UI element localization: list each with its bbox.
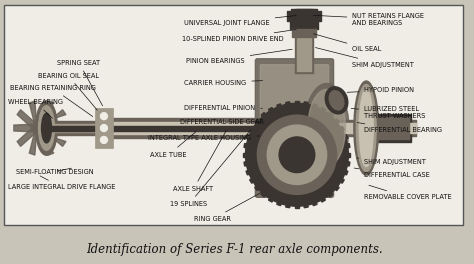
Ellipse shape: [359, 89, 373, 167]
Bar: [343, 170, 348, 175]
Bar: [295, 101, 299, 105]
Bar: [255, 119, 260, 124]
Bar: [244, 144, 248, 148]
Bar: [312, 201, 317, 206]
Circle shape: [100, 125, 108, 131]
Bar: [339, 126, 344, 132]
Text: DIFFERENTIAL BEARING: DIFFERENTIAL BEARING: [357, 122, 442, 133]
Bar: [250, 178, 255, 183]
Text: Identification of Series F-1 rear axle components.: Identification of Series F-1 rear axle c…: [86, 243, 383, 256]
Polygon shape: [29, 101, 36, 132]
Bar: [303, 102, 308, 106]
Ellipse shape: [325, 87, 348, 114]
Ellipse shape: [329, 91, 344, 110]
Polygon shape: [17, 124, 36, 146]
Bar: [277, 201, 282, 206]
Text: NUT RETAINS FLANGE
AND BEARINGS: NUT RETAINS FLANGE AND BEARINGS: [314, 13, 424, 26]
FancyBboxPatch shape: [260, 65, 328, 191]
Bar: [303, 203, 308, 208]
Bar: [4, 5, 463, 225]
Text: WHEEL BEARING: WHEEL BEARING: [8, 99, 63, 118]
Bar: [261, 191, 267, 197]
Bar: [246, 170, 251, 175]
Bar: [320, 197, 325, 202]
Bar: [261, 112, 267, 118]
Polygon shape: [29, 124, 36, 155]
Text: SHIM ADJUSTMENT: SHIM ADJUSTMENT: [357, 158, 426, 165]
Bar: [346, 161, 350, 166]
Text: BEARING RETAINING RING: BEARING RETAINING RING: [10, 86, 96, 116]
Bar: [346, 144, 350, 148]
Circle shape: [100, 113, 108, 120]
Bar: [277, 104, 282, 109]
Bar: [295, 204, 299, 208]
Circle shape: [246, 103, 348, 206]
Bar: [255, 185, 260, 191]
Text: HYPOID PINION: HYPOID PINION: [347, 87, 414, 93]
Text: AXLE TUBE: AXLE TUBE: [150, 132, 196, 158]
Text: DIFFERENTIAL PINION: DIFFERENTIAL PINION: [184, 105, 263, 111]
Text: LARGE INTEGRAL DRIVE FLANGE: LARGE INTEGRAL DRIVE FLANGE: [8, 176, 115, 190]
Circle shape: [279, 137, 315, 173]
Circle shape: [100, 136, 108, 143]
Ellipse shape: [36, 101, 57, 155]
Bar: [286, 203, 290, 208]
Ellipse shape: [42, 113, 52, 143]
Polygon shape: [36, 110, 66, 132]
Bar: [327, 191, 333, 197]
Text: SPRING SEAT: SPRING SEAT: [57, 60, 102, 106]
Circle shape: [267, 125, 327, 185]
Bar: [312, 104, 317, 109]
Ellipse shape: [308, 89, 346, 167]
Ellipse shape: [304, 83, 349, 173]
Ellipse shape: [354, 81, 379, 175]
Polygon shape: [17, 110, 36, 132]
Bar: [268, 197, 274, 202]
Text: SEMI-FLOATING DESIGN: SEMI-FLOATING DESIGN: [16, 168, 93, 175]
Text: UNIVERSAL JOINT FLANGE: UNIVERSAL JOINT FLANGE: [184, 16, 296, 26]
Ellipse shape: [356, 84, 376, 172]
Bar: [246, 135, 251, 140]
Text: LUBRIZED STEEL
THRUST WASHERS: LUBRIZED STEEL THRUST WASHERS: [351, 106, 426, 119]
Text: REMOVABLE COVER PLATE: REMOVABLE COVER PLATE: [364, 185, 452, 200]
Polygon shape: [14, 124, 36, 132]
Polygon shape: [36, 124, 69, 132]
Polygon shape: [36, 124, 66, 146]
Text: CARRIER HOUSING: CARRIER HOUSING: [184, 79, 263, 86]
Text: DIFFERENTIAL CASE: DIFFERENTIAL CASE: [354, 168, 430, 178]
Text: RING GEAR: RING GEAR: [194, 193, 261, 222]
Text: DIFFERENTIAL SIDE GEAR: DIFFERENTIAL SIDE GEAR: [180, 119, 264, 125]
Bar: [334, 119, 339, 124]
Bar: [286, 102, 290, 106]
Bar: [343, 135, 348, 140]
Polygon shape: [36, 124, 54, 155]
Bar: [320, 107, 325, 113]
Text: AXLE SHAFT: AXLE SHAFT: [173, 130, 226, 192]
Bar: [95, 108, 113, 148]
Text: 19 SPLINES: 19 SPLINES: [170, 130, 251, 207]
Bar: [244, 153, 247, 157]
Bar: [346, 153, 350, 157]
Bar: [244, 161, 248, 166]
Polygon shape: [36, 101, 54, 132]
Text: 10-SPLINED PINION DRIVE END: 10-SPLINED PINION DRIVE END: [182, 30, 296, 42]
Bar: [334, 185, 339, 191]
Bar: [327, 112, 333, 118]
Text: OIL SEAL: OIL SEAL: [313, 34, 382, 52]
Circle shape: [257, 115, 337, 194]
Bar: [250, 126, 255, 132]
Bar: [339, 178, 344, 183]
Text: SHIM ADJUSTMENT: SHIM ADJUSTMENT: [316, 48, 414, 68]
Text: BEARING OIL SEAL: BEARING OIL SEAL: [37, 73, 99, 110]
Ellipse shape: [38, 106, 55, 150]
Text: INTEGRAL TYPE AXLE HOUSING: INTEGRAL TYPE AXLE HOUSING: [148, 135, 259, 141]
Text: PINION BEARINGS: PINION BEARINGS: [186, 49, 292, 64]
FancyBboxPatch shape: [255, 59, 334, 197]
Bar: [268, 107, 274, 113]
